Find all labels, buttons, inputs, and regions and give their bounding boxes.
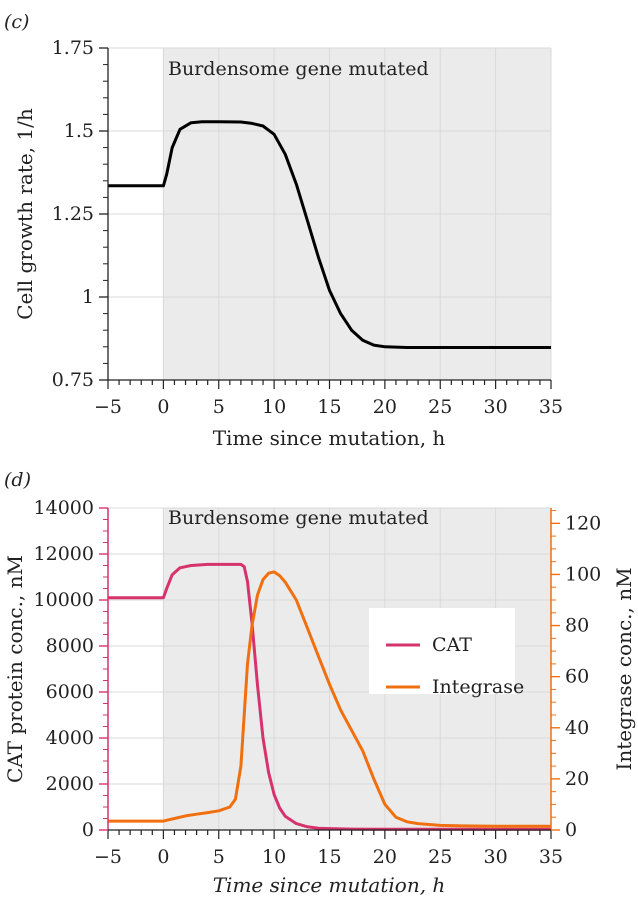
panel-c-x-tick-label: 20 — [373, 396, 397, 418]
panel-d-y-left-tick-label: 8000 — [46, 635, 94, 657]
panel-d-y-right-tick-label: 40 — [565, 717, 589, 739]
panel-c-x-tick-label: 5 — [213, 396, 225, 418]
panel-d-y-right-tick-label: 120 — [565, 512, 601, 534]
panel-c: (c) Burdensome gene mutated −5 0 5 10 15 20 25… — [4, 11, 563, 450]
panel-c-y-tick-label: 0.75 — [52, 369, 94, 391]
panel-d-x-tick-label: 25 — [428, 846, 452, 868]
panel-c-y-tick-label: 1.5 — [64, 120, 94, 142]
cat-line — [108, 562, 551, 831]
panel-c-x-tick-label: 25 — [428, 396, 452, 418]
panel-d-y-left-tick-label: 12000 — [34, 543, 94, 565]
panel-d-y-left-tick-label: 6000 — [46, 681, 94, 703]
panel-d-annotation: Burdensome gene mutated — [168, 507, 429, 529]
panel-d-y-axis-title-left: CAT protein conc., nM — [3, 555, 27, 783]
panel-d-ticks: −5 0 5 10 15 20 25 30 35020004000600080001000012… — [34, 497, 602, 868]
panel-d-x-tick-label: 5 — [213, 846, 225, 868]
legend: CAT Integrase — [369, 608, 524, 698]
legend-label-integrase: Integrase — [432, 676, 524, 698]
panel-c-annotation: Burdensome gene mutated — [168, 58, 429, 80]
panel-d-y-left-tick-label: 4000 — [46, 727, 94, 749]
panel-d-x-tick-label: 35 — [539, 846, 563, 868]
panel-d-y-right-tick-label: 80 — [565, 615, 589, 637]
panel-d-y-right-tick-label: 60 — [565, 666, 589, 688]
panel-c-grid — [107, 47, 552, 381]
panel-c-x-tick-label: −5 — [94, 396, 122, 418]
panel-d: (d) Burdensome gene mutated −5 0 5 10 15 20 25… — [3, 469, 636, 897]
panel-d-x-tick-label: 15 — [317, 846, 341, 868]
panel-c-y-tick-label: 1.25 — [52, 203, 94, 225]
panel-d-y-axis-title-right: Integrase conc., nM — [612, 567, 636, 770]
panel-c-x-tick-label: 30 — [484, 396, 508, 418]
panel-d-y-right-tick-label: 0 — [565, 819, 577, 841]
panel-d-y-right-tick-label: 20 — [565, 768, 589, 790]
panel-c-label: (c) — [4, 11, 29, 33]
panel-c-y-tick-label: 1.75 — [52, 37, 94, 59]
panel-c-ticks: −5 0 5 10 15 20 25 30 35 0.75 1 1.25 1.5 1.75 — [52, 37, 563, 418]
panel-c-x-tick-label: 0 — [157, 396, 169, 418]
panel-d-x-tick-label: 20 — [373, 846, 397, 868]
legend-box — [369, 608, 515, 694]
panel-d-x-axis-title: Time since mutation, h — [213, 873, 446, 897]
growth-rate-line — [108, 120, 551, 349]
legend-label-cat: CAT — [432, 634, 472, 656]
panel-c-x-tick-label: 35 — [539, 396, 563, 418]
panel-c-x-tick-label: 15 — [317, 396, 341, 418]
panel-c-y-tick-label: 1 — [82, 286, 94, 308]
panel-d-x-tick-label: −5 — [94, 846, 122, 868]
panel-c-y-axis-title: Cell growth rate, 1/h — [13, 108, 37, 320]
panel-d-x-tick-label: 0 — [157, 846, 169, 868]
panel-d-y-left-tick-label: 2000 — [46, 773, 94, 795]
panel-d-y-left-tick-label: 14000 — [34, 497, 94, 519]
panel-d-y-left-tick-label: 10000 — [34, 589, 94, 611]
panel-d-x-tick-label: 30 — [484, 846, 508, 868]
panel-d-y-right-tick-label: 100 — [565, 563, 601, 585]
integrase-line — [108, 570, 551, 828]
panel-c-x-tick-label: 10 — [262, 396, 286, 418]
panel-d-label: (d) — [4, 469, 31, 491]
panel-d-x-tick-label: 10 — [262, 846, 286, 868]
panel-c-x-axis-title: Time since mutation, h — [213, 426, 446, 450]
panel-d-y-left-tick-label: 0 — [82, 819, 94, 841]
